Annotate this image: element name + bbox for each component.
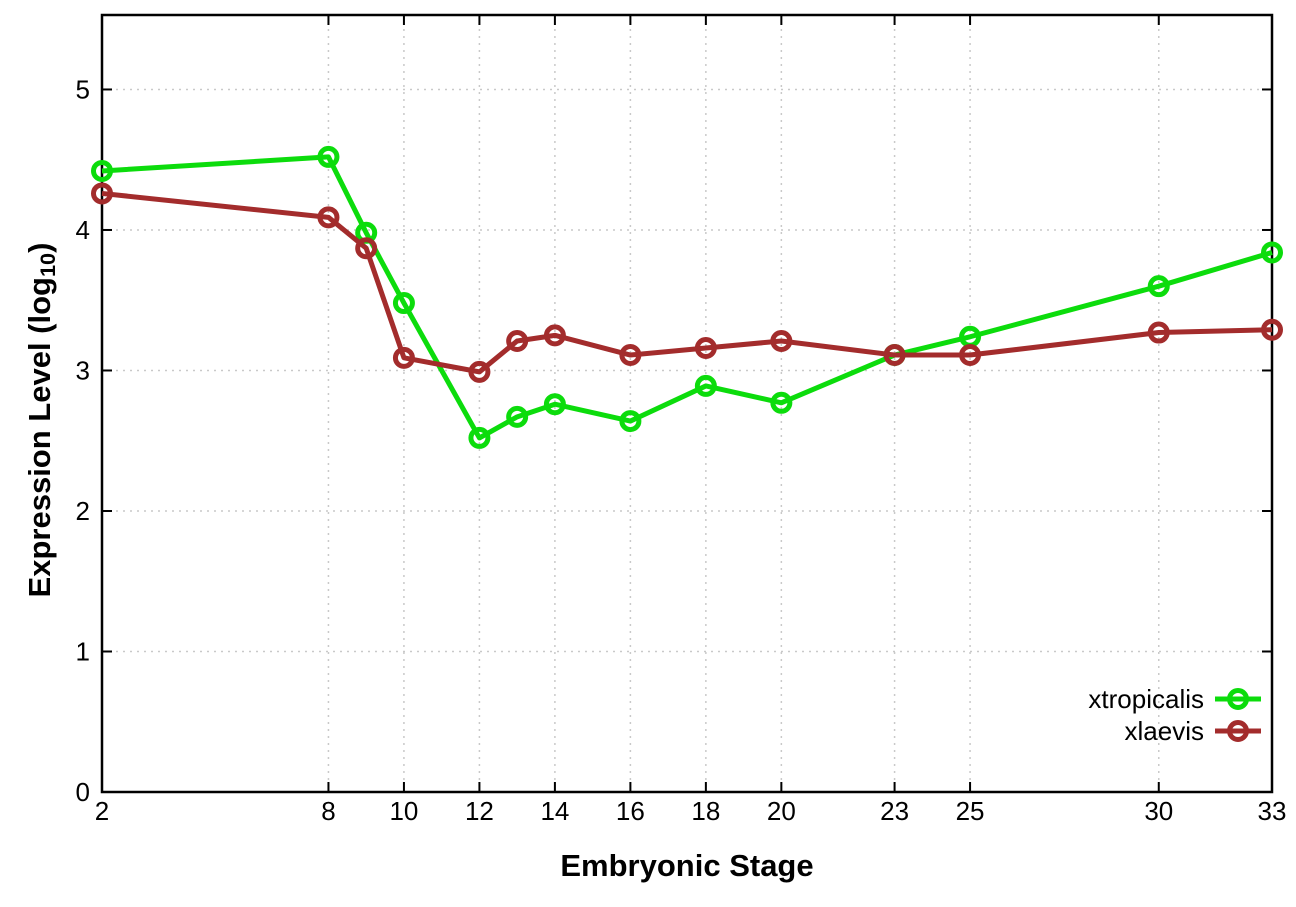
legend-label: xtropicalis [1088,684,1204,714]
y-tick-label: 2 [76,496,90,526]
data-point-marker [959,344,982,367]
data-point-marker [770,329,793,352]
x-tick-label: 14 [540,796,569,826]
data-point-marker [619,344,642,367]
data-point-marker [392,346,415,369]
data-point-marker [770,391,793,414]
data-point-marker [543,393,566,416]
data-point-marker [1261,241,1283,264]
y-tick-label: 3 [76,355,90,385]
x-tick-label: 12 [465,796,494,826]
data-point-marker [883,344,906,367]
plot-border [100,13,1274,794]
gridlines [102,15,1272,792]
data-point-marker [355,237,378,260]
y-tick-label: 5 [76,74,90,104]
y-axis-title-subscript: 10 [35,252,61,278]
x-tick-label: 25 [956,796,985,826]
data-point-marker [619,410,642,433]
y-tick-label: 0 [76,777,90,807]
data-point-marker [506,405,529,428]
y-tick-label: 1 [76,636,90,666]
border-rect [100,13,1274,794]
y-axis-title: Expression Level (log10) [22,242,61,598]
x-axis-title: Embryonic Stage [560,848,814,883]
data-point-marker [468,426,491,449]
legend-label: xlaevis [1124,716,1204,746]
y-tick-label: 4 [76,215,90,245]
legend-item-xtropicalis: xtropicalis [1088,684,1262,714]
y-axis-title-suffix: ) [22,242,57,253]
data-point-marker [694,337,717,359]
axis-ticks [101,15,1273,793]
series-xtropicalis [91,145,1283,449]
legend-key-line-marker-icon [1215,720,1261,742]
legend-item-xlaevis: xlaevis [1088,716,1262,746]
data-series [91,145,1283,449]
x-tick-label: 33 [1258,796,1287,826]
x-tick-label: 8 [321,796,335,826]
x-tick-label: 18 [691,796,720,826]
data-point-marker [91,159,113,182]
data-point-marker [543,324,566,347]
data-point-marker [506,329,529,352]
legend: xtropicalis xlaevis [1088,684,1262,746]
data-point-marker [1261,318,1283,341]
x-tick-label: 23 [880,796,909,826]
data-point-marker [91,182,113,205]
data-point-marker [468,360,491,383]
data-point-marker [1147,275,1170,298]
data-point-marker [317,145,340,168]
x-tick-label: 16 [616,796,645,826]
x-tick-label: 30 [1144,796,1173,826]
series-line [101,154,1273,441]
data-point-marker [1147,321,1170,344]
data-point-marker [317,206,340,229]
series-xlaevis [91,182,1283,383]
x-tick-label: 2 [95,796,109,826]
x-tick-label: 10 [389,796,418,826]
series-line [101,190,1273,375]
data-point-marker [694,374,717,397]
y-axis-title-text: Expression Level (log [22,277,57,598]
x-tick-label: 20 [767,796,796,826]
data-point-marker [392,292,415,315]
legend-key-line-marker-icon [1215,688,1261,710]
